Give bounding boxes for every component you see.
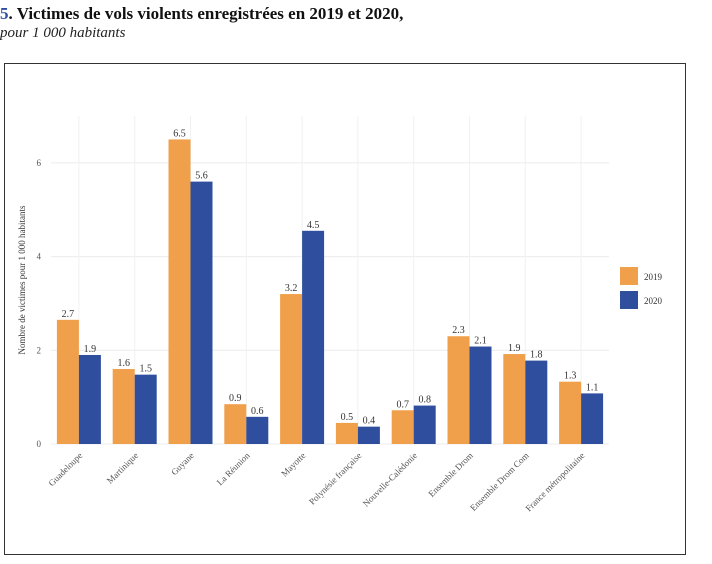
- bar-2020: [469, 346, 492, 444]
- data-label: 0.9: [229, 393, 242, 404]
- bar-2019: [447, 336, 470, 444]
- x-tick-label: France métropolitaine: [523, 450, 586, 513]
- data-label: 0.5: [341, 412, 354, 423]
- data-label: 1.9: [508, 343, 521, 354]
- bar-2020: [78, 354, 101, 444]
- y-axis-label: Nombre de victimes pour 1 000 habitants: [17, 205, 27, 354]
- x-tick-label: Ensemble Drom Com: [468, 450, 531, 513]
- data-label: 6.5: [173, 128, 186, 139]
- x-tick-label: Martinique: [105, 450, 140, 485]
- bar-2019: [391, 410, 414, 444]
- data-label: 2.3: [452, 325, 465, 336]
- x-tick-label: Mayotte: [279, 450, 307, 478]
- bar-2019: [503, 354, 526, 444]
- data-label: 1.3: [564, 371, 577, 382]
- title-text: . Victimes de vols violents enregistrées…: [8, 4, 404, 23]
- bar-2020: [190, 181, 213, 444]
- bar-2020: [525, 360, 548, 444]
- x-tick-label: Guyane: [169, 450, 196, 477]
- bar-2020: [357, 426, 380, 444]
- bar-2020: [581, 393, 604, 444]
- legend-label: 2019: [644, 272, 663, 282]
- data-label: 3.2: [285, 283, 298, 294]
- bar-2019: [335, 422, 358, 444]
- figure-number: 5: [0, 4, 9, 23]
- data-label: 0.8: [418, 395, 431, 406]
- legend-swatch-2020: [620, 291, 638, 309]
- x-tick-label: Ensemble Drom: [426, 450, 475, 499]
- bar-2020: [413, 405, 436, 444]
- data-label: 0.4: [363, 416, 376, 427]
- data-label: 1.5: [139, 364, 152, 375]
- bar-2019: [112, 369, 135, 444]
- data-label: 4.5: [307, 220, 320, 231]
- data-label: 2.7: [62, 309, 75, 320]
- chart-frame: 0 2 4 6 Nombre de victimes pour 1 000 habita…: [4, 63, 686, 555]
- legend-label: 2020: [644, 296, 663, 306]
- data-label: 5.6: [195, 171, 208, 182]
- y-tick-label: 6: [37, 158, 42, 168]
- bar-2020: [134, 374, 157, 444]
- data-label: 2.1: [474, 336, 487, 347]
- data-label: 1.6: [117, 358, 130, 369]
- chart-subtitle: pour 1 000 habitants: [0, 25, 126, 41]
- bar-2019: [559, 381, 582, 444]
- y-tick-label: 0: [37, 439, 42, 449]
- bar-chart: 0 2 4 6 Nombre de victimes pour 1 000 habita…: [17, 116, 663, 513]
- data-label: 1.1: [586, 382, 599, 393]
- bar-2020: [302, 230, 325, 444]
- x-tick-label: Polynésie française: [307, 450, 363, 506]
- data-label: 0.7: [396, 399, 409, 410]
- x-tick-label: Guadeloupe: [46, 450, 84, 488]
- legend-swatch-2019: [620, 267, 638, 285]
- bar-2019: [168, 139, 191, 444]
- bar-2019: [224, 404, 247, 444]
- y-tick-label: 4: [37, 252, 42, 262]
- y-tick-label: 2: [37, 345, 42, 355]
- chart-title: 5. Victimes de vols violents enregistrée…: [0, 4, 712, 24]
- x-tick-label: Nouvelle-Calédonie: [361, 450, 419, 508]
- title-block: 5. Victimes de vols violents enregistrée…: [0, 4, 712, 42]
- bar-2020: [246, 416, 269, 444]
- bar-2019: [280, 294, 303, 444]
- data-label: 1.8: [530, 350, 543, 361]
- data-label: 0.6: [251, 406, 264, 417]
- data-label: 1.9: [84, 344, 97, 355]
- x-tick-label: La Réunion: [215, 450, 252, 487]
- bar-2019: [56, 319, 79, 444]
